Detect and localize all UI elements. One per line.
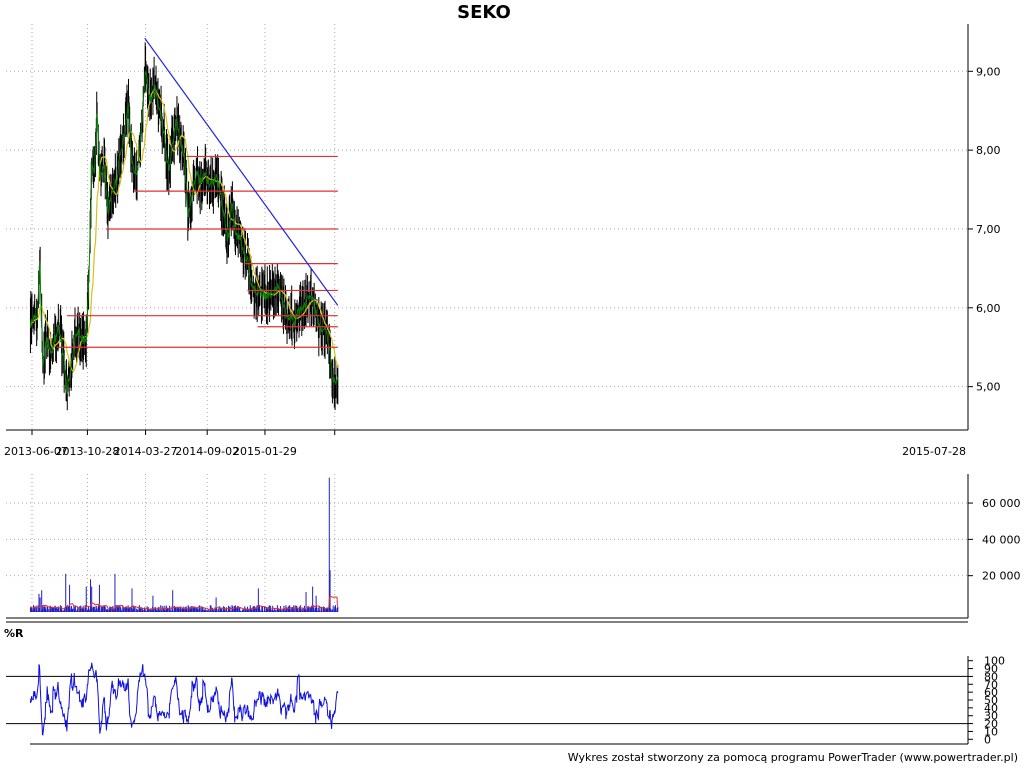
trendline: [144, 37, 339, 306]
price-bars: [29, 42, 339, 411]
chart-title: SEKO: [457, 2, 511, 23]
volume-average-line: [30, 596, 338, 610]
wr-y-tick-label: 60: [984, 686, 998, 699]
price-y-tick-label: 8,00: [976, 144, 1001, 157]
x-tick-label: 2014-03-27: [114, 445, 178, 458]
moving-average-line: [29, 88, 339, 372]
price-y-tick-label: 7,00: [976, 223, 1001, 236]
x-tick-label: 2015-07-28: [902, 445, 966, 458]
wr-y-tick-label: 10: [984, 725, 998, 738]
wr-y-tick-label: 0: [984, 733, 991, 746]
wr-y-tick-label: 90: [984, 663, 998, 676]
volume-bars: [29, 477, 339, 612]
x-tick-label: 2013-10-28: [55, 445, 119, 458]
volume-y-tick-label: 20 000: [982, 570, 1021, 583]
wr-y-tick-label: 80: [984, 670, 998, 683]
wr-y-tick-label: 100: [984, 655, 1005, 668]
wr-y-tick-label: 40: [984, 702, 998, 715]
price-y-tick-label: 9,00: [976, 65, 1001, 78]
indicator-label: %R: [4, 627, 24, 640]
x-tick-label: 2013-06-07: [4, 445, 68, 458]
x-tick-label: 2015-01-29: [233, 445, 297, 458]
wr-y-tick-label: 70: [984, 678, 998, 691]
x-tick-label: 2014-09-02: [175, 445, 239, 458]
volume-y-tick-label: 60 000: [982, 497, 1021, 510]
volume-y-tick-label: 40 000: [982, 533, 1021, 546]
chart-credit: Wykres został stworzony za pomocą progra…: [567, 751, 1018, 764]
price-y-tick-label: 5,00: [976, 381, 1001, 394]
wr-y-tick-label: 50: [984, 694, 998, 707]
wr-y-tick-label: 30: [984, 710, 998, 723]
price-y-tick-label: 6,00: [976, 302, 1001, 315]
williams-r-line: [29, 662, 339, 736]
wr-y-tick-label: 20: [984, 718, 998, 731]
